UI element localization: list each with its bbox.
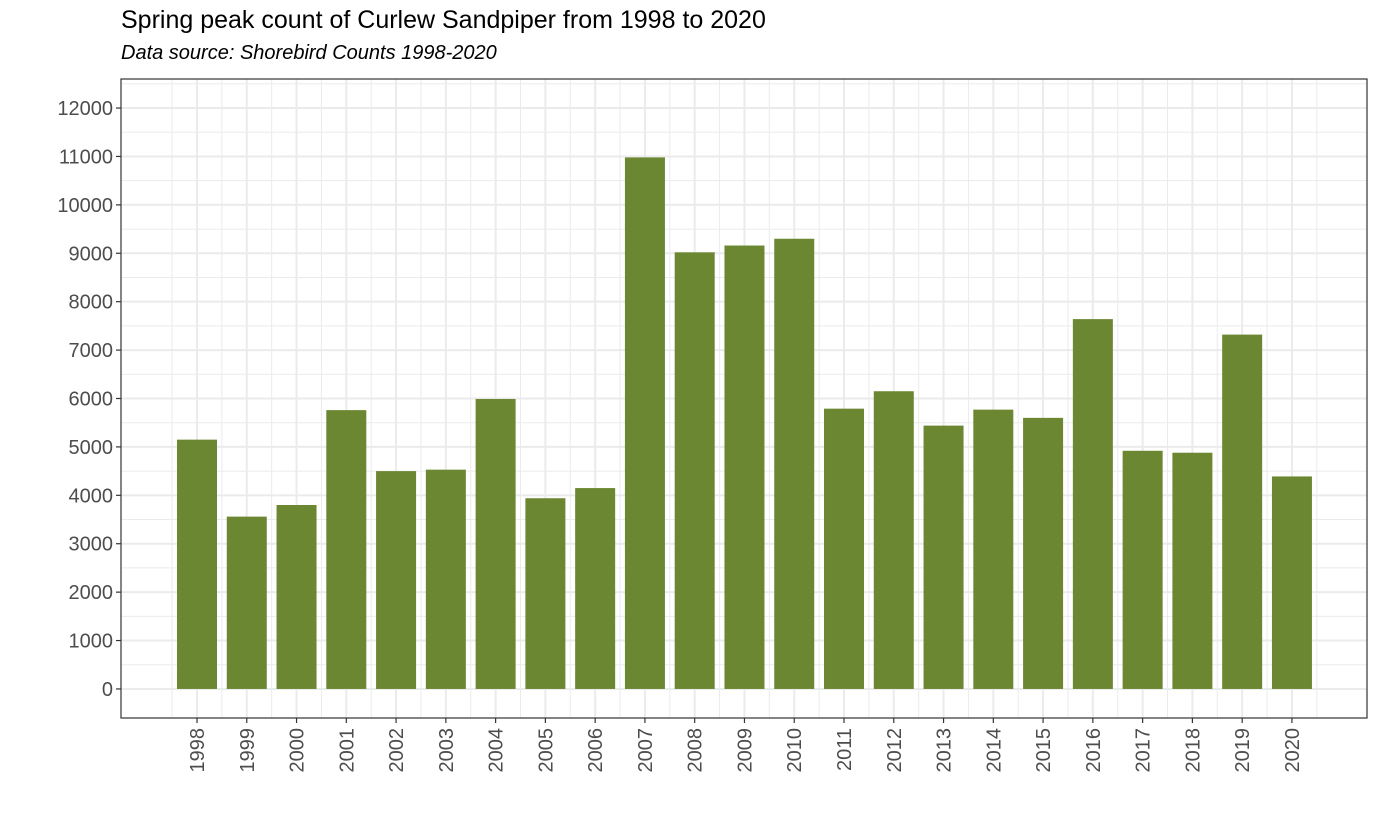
bar-2020 [1271, 476, 1312, 689]
bar-2016 [1072, 319, 1113, 689]
x-tick-label: 2004 [486, 728, 508, 773]
bar-2000 [276, 505, 317, 689]
x-tick-label: 2020 [1282, 728, 1304, 773]
x-tick-label: 2019 [1232, 728, 1254, 773]
bar-2009 [724, 245, 765, 689]
bar-2007 [624, 157, 665, 689]
x-tick-label: 2015 [1033, 728, 1055, 773]
y-tick-label: 8000 [69, 292, 114, 314]
x-tick-label: 2005 [535, 728, 557, 773]
bar-2017 [1122, 450, 1163, 689]
y-tick-label: 12000 [57, 98, 113, 120]
bar-2010 [774, 238, 815, 689]
x-tick-label: 2010 [784, 728, 806, 773]
y-tick-label: 3000 [69, 534, 114, 556]
x-tick-label: 2017 [1133, 728, 1155, 773]
bar-2013 [923, 425, 964, 689]
x-tick-label: 1998 [187, 728, 209, 773]
x-tick-label: 2016 [1083, 728, 1105, 773]
bar-2005 [525, 498, 566, 689]
bar-2003 [425, 469, 466, 689]
y-tick-label: 2000 [69, 582, 114, 604]
bar-2008 [674, 252, 715, 689]
x-tick-label: 2009 [734, 728, 756, 773]
bar-1998 [177, 439, 217, 689]
y-tick-label: 9000 [69, 243, 114, 265]
bar-2015 [1023, 417, 1064, 689]
chart-subtitle: Data source: Shorebird Counts 1998-2020 [121, 42, 497, 64]
bar-2006 [575, 488, 616, 689]
x-tick-label: 2006 [585, 728, 607, 773]
chart-title: Spring peak count of Curlew Sandpiper fr… [121, 6, 766, 34]
x-tick-label: 2011 [834, 728, 856, 771]
bar-2012 [873, 391, 914, 689]
x-tick-label: 2012 [884, 728, 906, 773]
y-tick-label: 10000 [57, 195, 113, 217]
bar-2018 [1172, 452, 1213, 689]
x-tick-label: 2008 [685, 728, 707, 773]
x-tick-label: 2007 [635, 728, 657, 773]
y-tick-label: 1000 [69, 631, 114, 653]
x-tick-label: 2001 [336, 728, 358, 773]
y-tick-label: 11000 [59, 146, 113, 168]
x-tick-label: 2003 [436, 728, 458, 773]
x-tick-label: 2013 [934, 728, 956, 773]
bar-1999 [226, 516, 267, 689]
y-tick-label: 7000 [69, 340, 114, 362]
x-tick-label: 2002 [386, 728, 408, 773]
bar-2002 [376, 471, 417, 689]
x-tick-label: 2014 [983, 728, 1005, 773]
x-tick-label: 1999 [237, 728, 259, 773]
y-tick-label: 4000 [69, 485, 114, 507]
y-tick-label: 0 [102, 679, 113, 701]
y-tick-label: 6000 [69, 389, 114, 411]
bar-2014 [973, 409, 1014, 689]
bar-2019 [1222, 334, 1263, 689]
bar-2011 [824, 408, 865, 689]
y-tick-label: 5000 [69, 437, 114, 459]
bar-2001 [326, 410, 367, 689]
x-tick-label: 2000 [287, 728, 309, 773]
x-tick-label: 2018 [1182, 728, 1204, 773]
bar-2004 [475, 398, 516, 689]
